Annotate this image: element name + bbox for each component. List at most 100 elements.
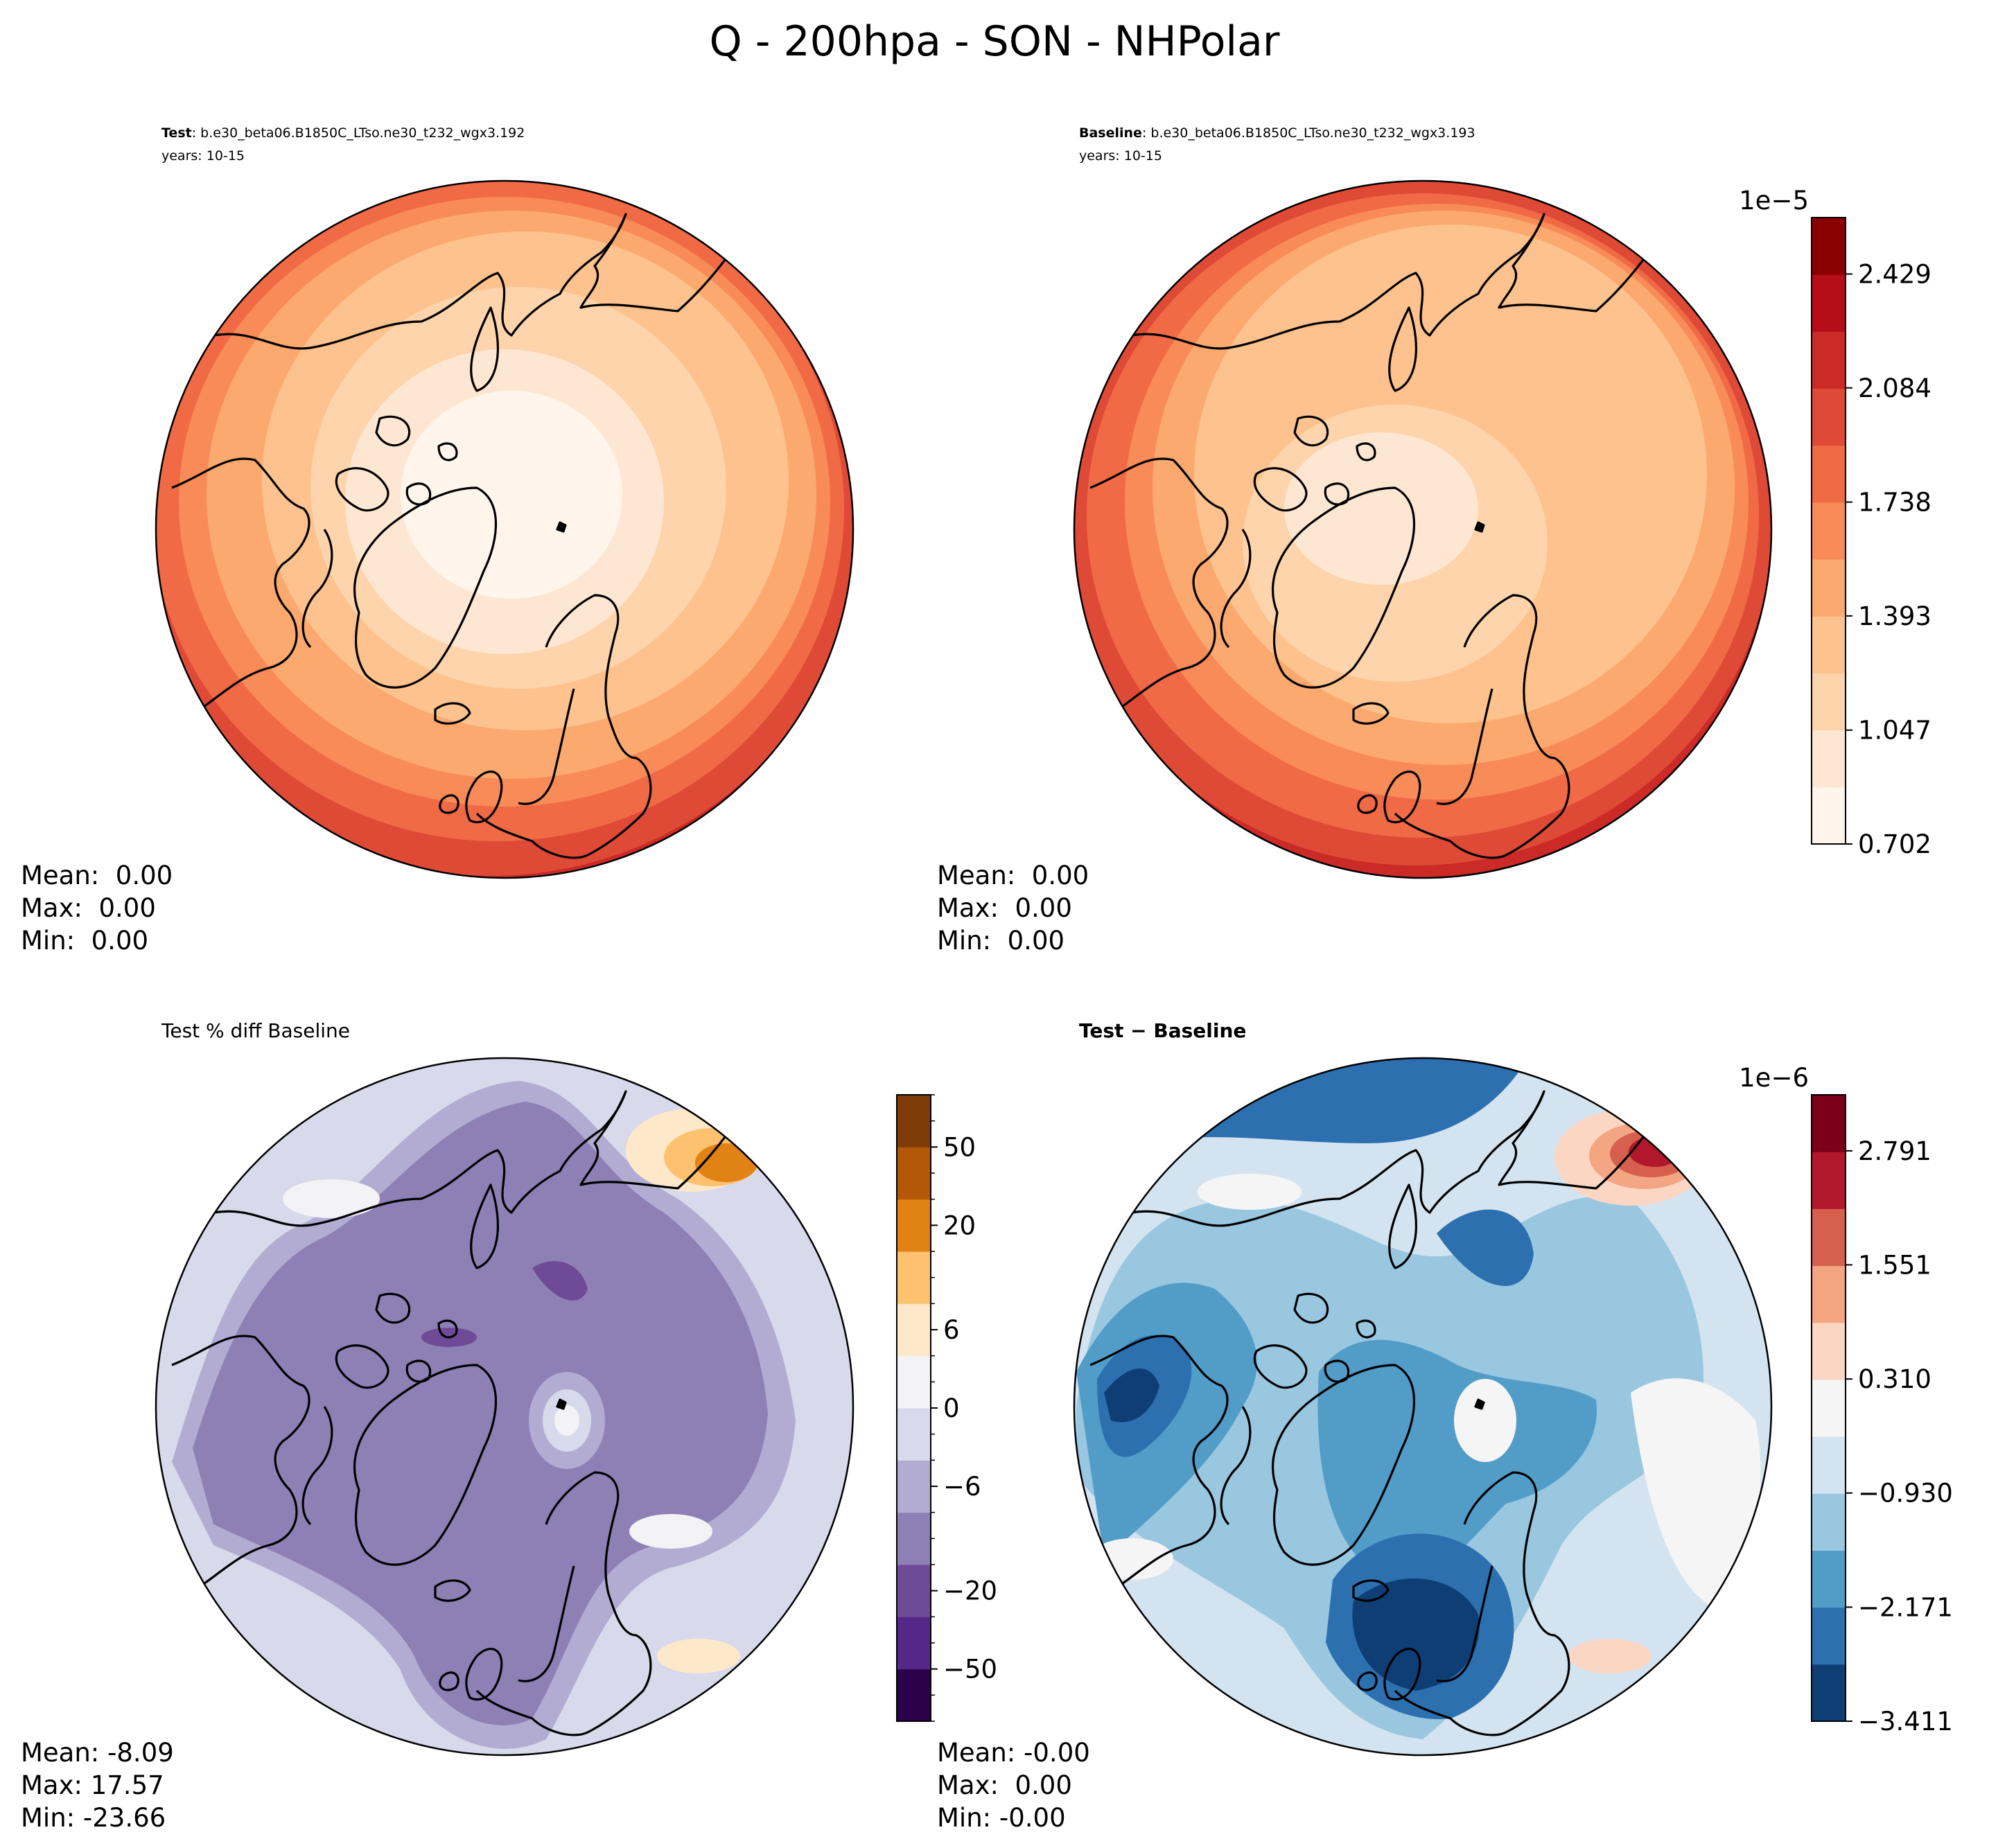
colorbar-baseline-band [1812,274,1846,332]
panel-test-stat-min: Min: 0.00 [21,926,148,956]
colorbar-percent-diff-tick-label: −50 [943,1655,997,1684]
colorbar-percent-diff-band [897,1434,931,1461]
colorbar-baseline-band [1812,616,1846,674]
colorbar-baseline-tick-label: 0.702 [1858,829,1931,859]
panel-test-title: Test: b.e30_beta06.B1850C_LTso.ne30_t232… [161,125,525,141]
panel-percent-diff-stat-max: Max: 17.57 [21,1770,164,1800]
colorbar-baseline-band [1812,445,1846,503]
panel-difference-stat-max: Max: 0.00 [937,1770,1072,1800]
colorbar-difference-band [1812,1322,1846,1380]
colorbar-percent-diff-band [897,1120,931,1147]
colorbar-percent-diff-band [897,1617,931,1644]
panel-percent-diff-stat-min: Min: -23.66 [21,1803,166,1833]
colorbar-baseline-exponent: 1e−5 [1739,186,1809,215]
colorbar-percent-diff: −50 −20 −6 0 6 20 50 [896,1094,997,1722]
panel-test-title-bold: Test [161,125,192,141]
panel-baseline-stat-min: Min: 0.00 [937,926,1064,956]
colorbar-difference-bands [1812,1095,1846,1722]
colorbar-percent-diff-band [897,1277,931,1304]
colorbar-percent-diff-band [897,1251,931,1278]
colorbar-baseline-bands [1812,218,1846,845]
colorbar-percent-diff-ticks: −50 −20 −6 0 6 20 50 [931,1132,997,1684]
colorbar-percent-diff-band [897,1147,931,1174]
colorbar-baseline-band [1812,388,1846,446]
panel-test-years: years: 10-15 [161,148,245,164]
colorbar-baseline-tick-label: 1.393 [1858,601,1931,631]
panel-baseline-title-bold: Baseline [1079,125,1142,141]
colorbar-baseline-band [1812,786,1846,845]
colorbar-difference-tick-label: −0.930 [1858,1479,1953,1508]
figure-title: Q - 200hpa - SON - NHPolar [709,17,1279,66]
colorbar-baseline-tick-label: 1.738 [1858,488,1931,518]
colorbar-percent-diff-band [897,1199,931,1226]
colorbar-baseline-band [1812,502,1846,560]
colorbar-difference: 1e−6 −3.411 −2.171 −0.930 0.310 1.551 2.791 [1739,1063,1953,1736]
colorbar-difference-band [1812,1493,1846,1551]
panel-test: Test: b.e30_beta06.B1850C_LTso.ne30_t232… [21,125,855,956]
panel-percent-diff-title: Test % diff Baseline [161,1019,350,1042]
colorbar-percent-diff-tick-label: 50 [943,1132,976,1162]
colorbar-percent-diff-band [897,1330,931,1357]
colorbar-difference-band [1812,1379,1846,1437]
panel-difference: Test − Baseline [937,1019,1953,1833]
colorbar-baseline-ticks: 0.702 1.047 1.393 1.738 2.084 2.429 [1846,259,1931,859]
colorbar-difference-tick-label: 1.551 [1858,1250,1931,1280]
colorbar-difference-band [1812,1607,1846,1665]
panel-baseline: Baseline: b.e30_beta06.B1850C_LTso.ne30_… [937,125,1931,956]
panel-test-stat-mean: Mean: 0.00 [21,861,173,890]
colorbar-percent-diff-band [897,1512,931,1539]
colorbar-percent-diff-band [897,1460,931,1487]
colorbar-percent-diff-tick-label: −20 [943,1576,997,1606]
colorbar-percent-diff-tick-label: 0 [943,1393,960,1423]
colorbar-baseline-band [1812,559,1846,617]
colorbar-difference-band [1812,1436,1846,1494]
colorbar-difference-tick-label: −3.411 [1858,1707,1953,1736]
colorbar-percent-diff-tick-label: −6 [943,1472,981,1502]
colorbar-difference-tick-label: 2.791 [1858,1136,1931,1166]
colorbar-difference-exponent: 1e−6 [1739,1063,1809,1093]
panel-percent-diff-map [156,1058,853,1755]
colorbar-percent-diff-band [897,1303,931,1330]
colorbar-baseline-band [1812,673,1846,731]
colorbar-percent-diff-band [897,1173,931,1200]
panel-percent-diff: Test % diff Baseline Mean: -8.09 [21,1019,997,1833]
colorbar-baseline-tick-label: 2.084 [1858,373,1931,403]
colorbar-difference-tick-label: −2.171 [1858,1592,1953,1622]
colorbar-percent-diff-bands [897,1094,935,1722]
panel-test-map [156,181,853,878]
panel-difference-title: Test − Baseline [1079,1019,1246,1042]
colorbar-difference-band [1812,1265,1846,1323]
panel-test-stat-max: Max: 0.00 [21,893,156,923]
colorbar-percent-diff-band [897,1408,931,1435]
panel-difference-stat-mean: Mean: -0.00 [937,1738,1090,1768]
colorbar-percent-diff-band [897,1225,931,1252]
colorbar-percent-diff-band [897,1643,931,1670]
colorbar-percent-diff-band [897,1565,931,1592]
colorbar-percent-diff-band [897,1590,931,1617]
panel-difference-map [1074,1058,1771,1755]
colorbar-percent-diff-tick-label: 20 [943,1211,976,1240]
colorbar-percent-diff-band [897,1355,931,1382]
panel-baseline-stat-max: Max: 0.00 [937,893,1072,923]
colorbar-percent-diff-band [897,1669,931,1696]
colorbar-baseline-tick-label: 2.429 [1858,259,1931,289]
colorbar-baseline-band [1812,331,1846,389]
colorbar-percent-diff-band [897,1382,931,1409]
colorbar-difference-tick-label: 0.310 [1858,1364,1931,1394]
colorbar-difference-band [1812,1152,1846,1209]
colorbar-baseline: 1e−5 0.702 1.047 1.393 1.738 2.084 2.429 [1739,186,1931,859]
panel-difference-stat-min: Min: -0.00 [937,1803,1066,1833]
colorbar-difference-band [1812,1664,1846,1722]
colorbar-baseline-band [1812,218,1846,275]
colorbar-difference-band [1812,1095,1846,1152]
colorbar-difference-band [1812,1208,1846,1267]
colorbar-percent-diff-band [897,1538,931,1565]
panel-percent-diff-stat-mean: Mean: -8.09 [21,1738,174,1768]
colorbar-baseline-tick-label: 1.047 [1858,716,1931,746]
panel-baseline-stat-mean: Mean: 0.00 [937,861,1089,890]
panel-baseline-title: Baseline: b.e30_beta06.B1850C_LTso.ne30_… [1079,125,1475,141]
panel-baseline-title-rest: : b.e30_beta06.B1850C_LTso.ne30_t232_wgx… [1142,125,1475,141]
colorbar-difference-ticks: −3.411 −2.171 −0.930 0.310 1.551 2.791 [1846,1136,1953,1736]
panel-test-title-rest: : b.e30_beta06.B1850C_LTso.ne30_t232_wgx… [192,125,525,141]
